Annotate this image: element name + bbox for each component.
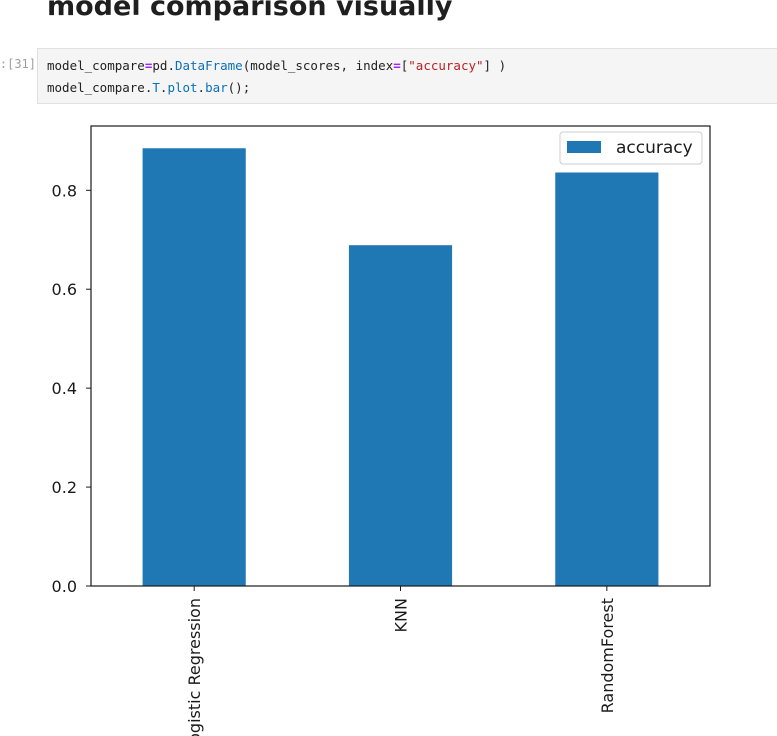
legend: accuracy <box>559 131 703 165</box>
code-token: model_compare <box>47 58 145 73</box>
cell-execution-prompt: [31]: <box>0 57 36 71</box>
code-token: [ <box>400 58 409 73</box>
x-tick-label: RandomForest <box>598 598 617 713</box>
y-tick-label: 0.0 <box>52 577 77 596</box>
code-token: DataFrame <box>174 58 243 73</box>
code-token: pd <box>152 58 168 73</box>
bar-randomforest <box>555 172 659 586</box>
code-line-2[interactable]: model_compare.T.plot.bar(); <box>47 80 250 95</box>
code-token: . <box>167 58 175 73</box>
legend-box <box>559 131 703 165</box>
y-tick-label: 0.8 <box>52 181 77 200</box>
bar-logistic-regression <box>142 148 246 586</box>
code-token: . <box>144 80 153 95</box>
legend-label: accuracy <box>616 138 693 158</box>
code-cell[interactable]: model_compare=pd.DataFrame(model_scores,… <box>37 48 777 104</box>
code-token: bar <box>205 80 228 95</box>
legend-swatch <box>567 141 601 153</box>
code-token: = <box>144 58 153 73</box>
code-token: model_compare <box>47 80 145 95</box>
code-token: plot <box>167 80 198 95</box>
y-tick-label: 0.6 <box>52 280 77 299</box>
section-heading: model comparison visually <box>47 0 453 22</box>
code-token: . <box>159 80 168 95</box>
bar-chart: 0.0 0.2 0.4 0.6 0.8 Logistic Regression KNN Ra… <box>52 125 711 736</box>
x-tick-label: KNN <box>392 598 411 632</box>
code-token: . <box>197 80 206 95</box>
code-token: ] ) <box>483 58 507 73</box>
code-token: "accuracy" <box>408 58 484 73</box>
y-tick-label: 0.2 <box>52 478 77 497</box>
code-line-1[interactable]: model_compare=pd.DataFrame(model_scores,… <box>47 58 506 73</box>
code-token: = <box>393 58 401 73</box>
code-token: (model_scores, index <box>242 58 394 73</box>
x-tick-label: Logistic Regression <box>185 598 204 736</box>
plot-frame <box>90 125 711 587</box>
code-token: (); <box>227 80 251 95</box>
bar-knn <box>348 245 453 587</box>
code-token: T <box>152 80 160 95</box>
y-tick-label: 0.4 <box>52 379 77 398</box>
